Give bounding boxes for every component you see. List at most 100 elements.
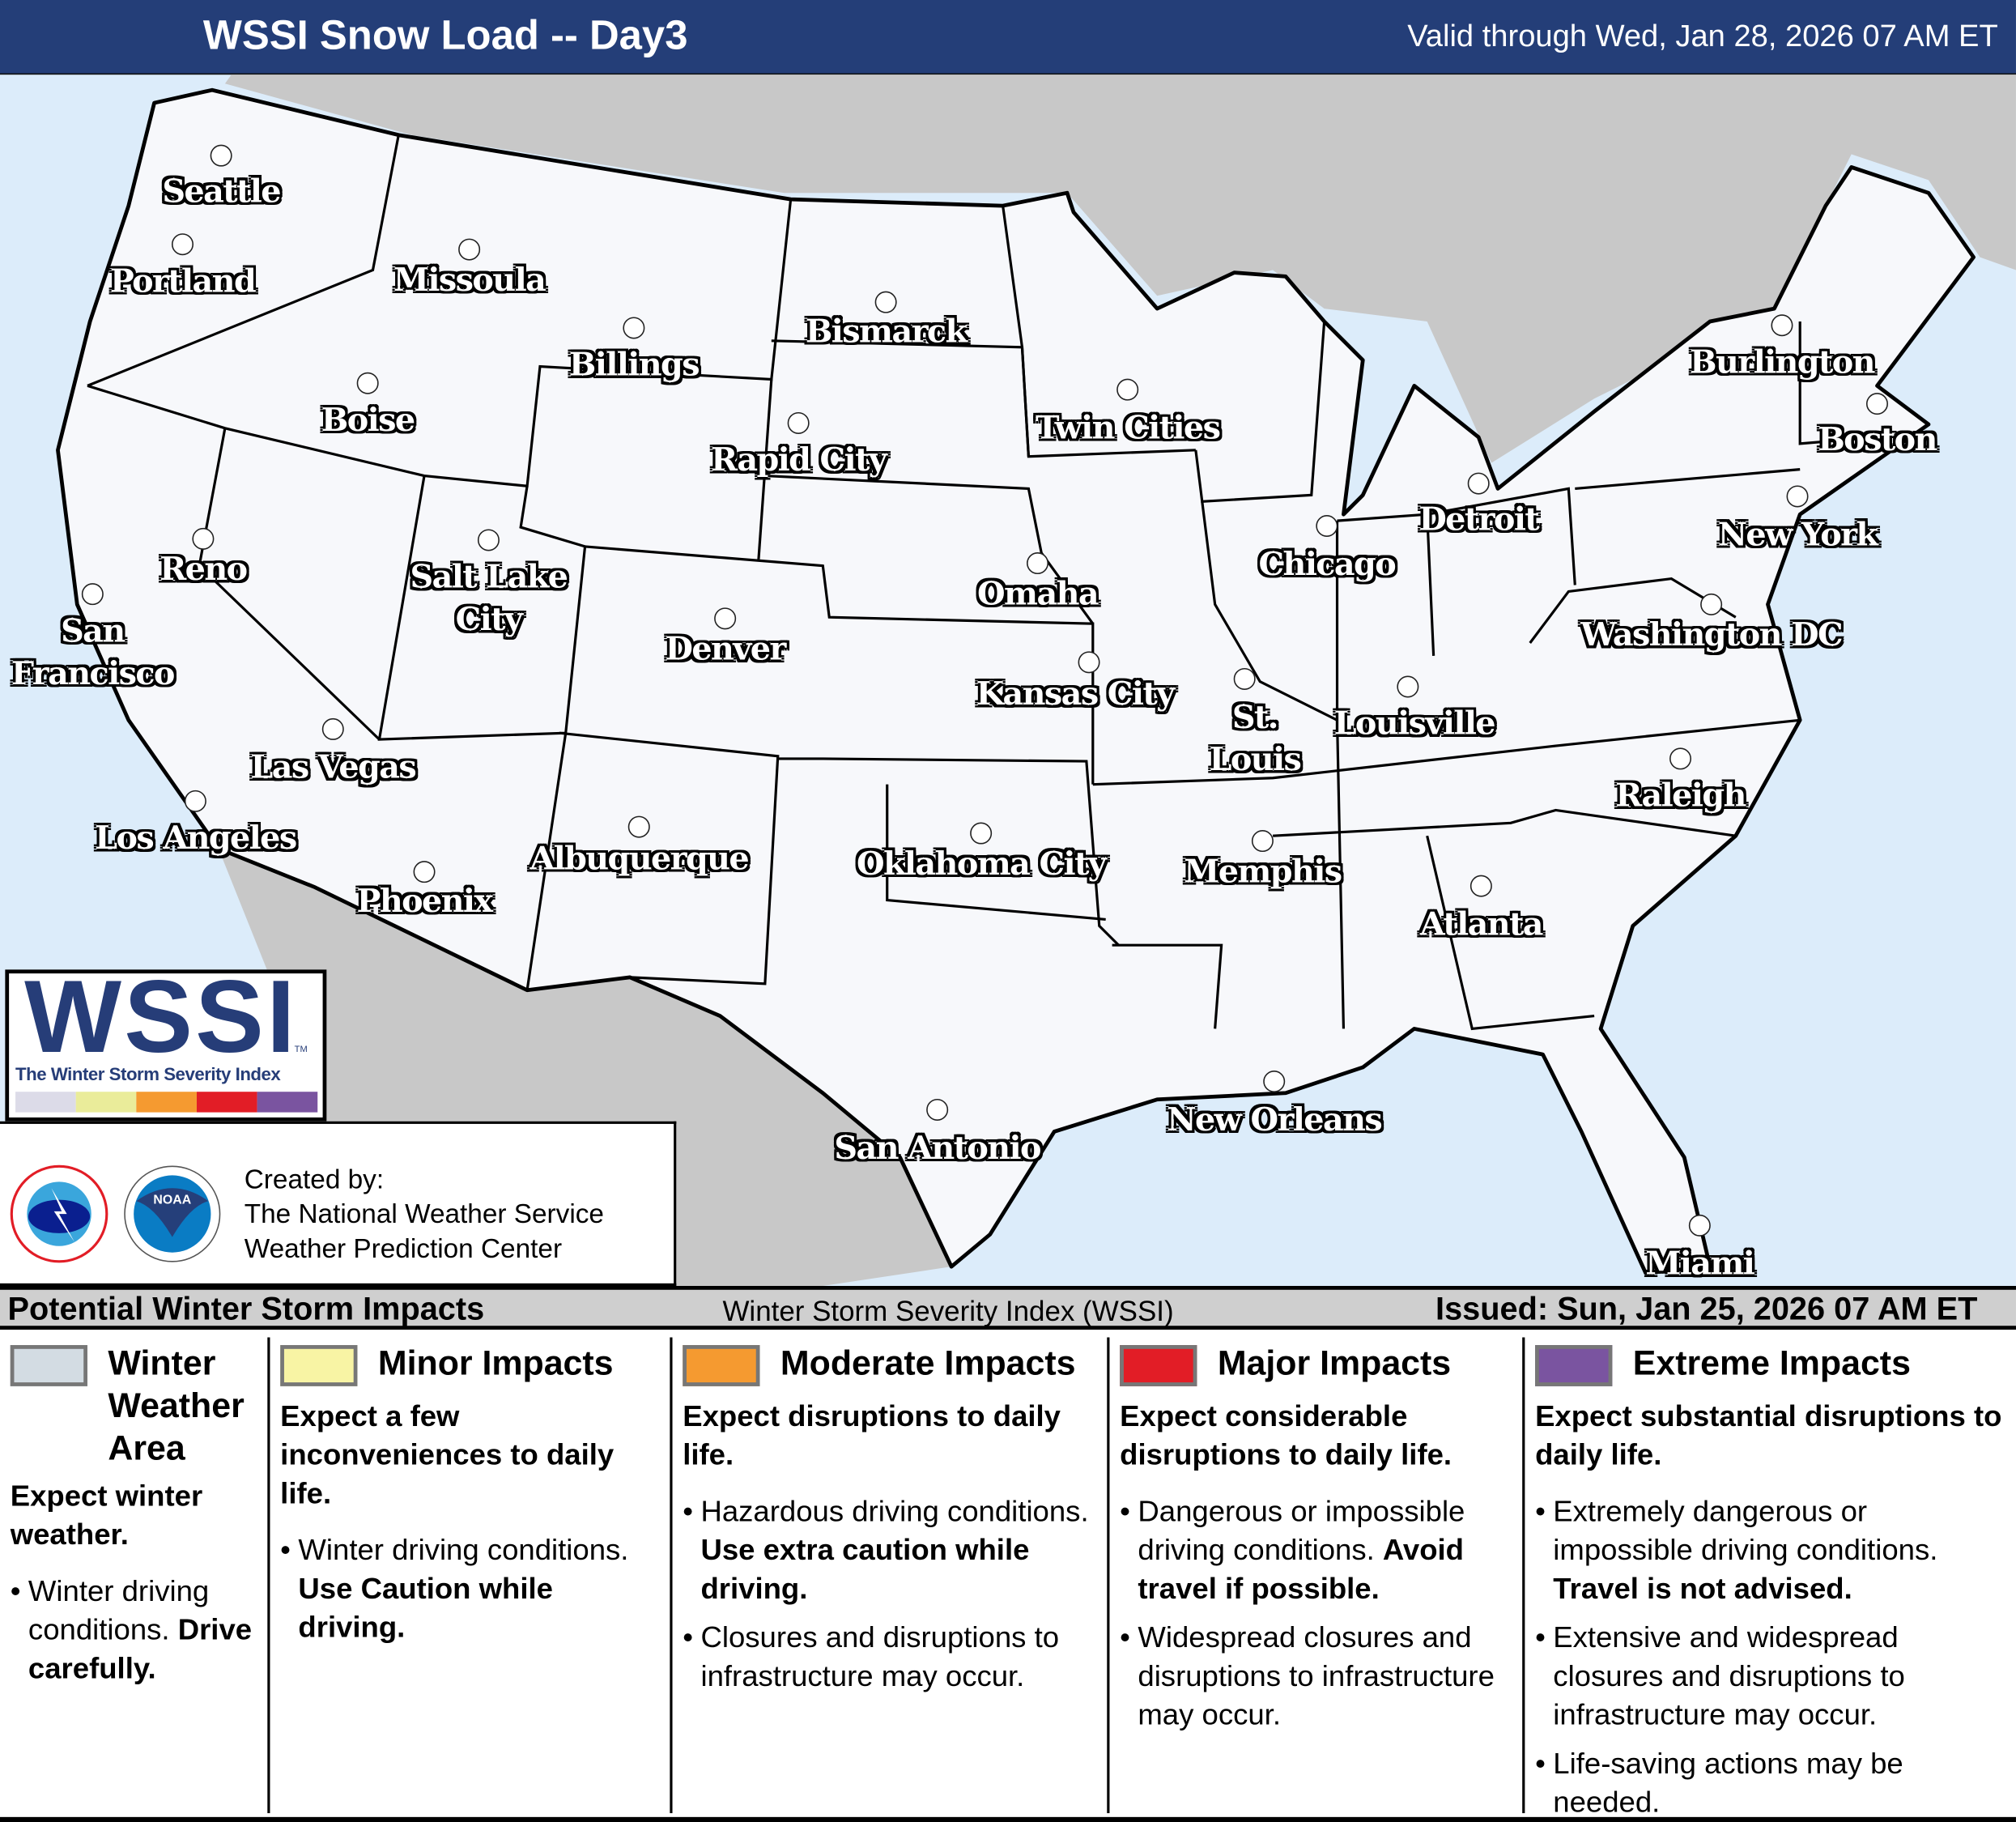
city-label: Bismarck bbox=[805, 312, 968, 350]
city-label: Detroit bbox=[1418, 500, 1539, 538]
credit-line: The National Weather Service bbox=[244, 1199, 604, 1230]
city-marker-icon bbox=[1116, 378, 1139, 401]
legend-header: Potential Winter Storm Impacts Winter St… bbox=[0, 1286, 2016, 1330]
map-canvas bbox=[0, 74, 2016, 1286]
column-divider bbox=[670, 1337, 673, 1814]
city-label: San Antonio bbox=[834, 1129, 1041, 1167]
city-label: San bbox=[61, 611, 125, 649]
legend-lead: Expect winter weather. bbox=[10, 1479, 203, 1552]
bullet-text: Closures and disruptions to infrastructu… bbox=[700, 1620, 1060, 1692]
legend-bullet: Widespread closures and disruptions to i… bbox=[1120, 1618, 1517, 1734]
legend-swatch bbox=[1535, 1345, 1613, 1386]
nws-logo-icon bbox=[10, 1164, 108, 1263]
city-marker-icon bbox=[1397, 675, 1419, 698]
bullet-text: Extensive and widespread closures and di… bbox=[1553, 1620, 1905, 1731]
wssi-color-bar bbox=[15, 1092, 318, 1113]
city-label: New Orleans bbox=[1167, 1100, 1382, 1139]
city-marker-icon bbox=[477, 529, 500, 551]
city-marker-icon bbox=[356, 372, 379, 394]
city-marker-icon bbox=[171, 233, 194, 256]
legend-bullet: Closures and disruptions to infrastructu… bbox=[683, 1618, 1102, 1695]
city-label: Memphis bbox=[1184, 852, 1342, 890]
city-label: Francisco bbox=[11, 654, 176, 692]
state-borders bbox=[87, 134, 1878, 1031]
city-label: Louisville bbox=[1333, 705, 1496, 743]
legend-title: Minor Impacts bbox=[377, 1343, 614, 1383]
bullet-text: Dangerous or impossible driving conditio… bbox=[1138, 1494, 1465, 1567]
city-marker-icon bbox=[714, 607, 737, 630]
legend-bullet: Life-saving actions may be needed. bbox=[1535, 1743, 2011, 1820]
map-title: WSSI Snow Load -- Day3 bbox=[202, 11, 688, 58]
city-marker-icon bbox=[1027, 552, 1049, 575]
city-label: New York bbox=[1717, 515, 1878, 553]
bullet-text: Life-saving actions may be needed. bbox=[1553, 1746, 1903, 1819]
bullet-emphasis: Use extra caution while driving. bbox=[700, 1532, 1030, 1605]
city-marker-icon bbox=[458, 238, 481, 261]
city-label: Portland bbox=[109, 262, 257, 300]
legend-swatch bbox=[10, 1345, 87, 1386]
legend-bullet: Dangerous or impossible driving conditio… bbox=[1120, 1492, 1517, 1607]
legend-bullet: Extensive and widespread closures and di… bbox=[1535, 1618, 2011, 1734]
legend-column-winter-weather: Winter Weather Area Expect winter weather… bbox=[0, 1338, 267, 1814]
city-marker-icon bbox=[1078, 651, 1100, 674]
color-swatch bbox=[136, 1092, 197, 1113]
legend-lead: Expect disruptions to daily life. bbox=[683, 1398, 1061, 1471]
legend-swatch bbox=[1120, 1345, 1197, 1386]
city-label: Boise bbox=[321, 401, 415, 439]
city-marker-icon bbox=[1771, 314, 1793, 337]
city-marker-icon bbox=[1233, 667, 1256, 690]
credit-line: Weather Prediction Center bbox=[244, 1234, 563, 1265]
legend-body: Expect considerable disruptions to daily… bbox=[1120, 1397, 1517, 1744]
city-marker-icon bbox=[1467, 472, 1490, 495]
city-marker-icon bbox=[627, 815, 650, 838]
city-label: Omaha bbox=[977, 574, 1099, 612]
bullet-text: Hazardous driving conditions. bbox=[700, 1494, 1089, 1528]
city-label: Kansas City bbox=[976, 675, 1176, 713]
legend-column-major: Major Impacts Expect considerable disrupt… bbox=[1109, 1338, 1522, 1814]
svg-text:NOAA: NOAA bbox=[153, 1193, 191, 1207]
city-label: St. bbox=[1231, 698, 1279, 736]
legend-lead: Expect substantial disruptions to daily … bbox=[1535, 1398, 2002, 1471]
city-label: Salt Lake bbox=[410, 558, 568, 596]
city-marker-icon bbox=[1700, 593, 1723, 615]
city-marker-icon bbox=[874, 291, 897, 313]
wssi-logo: WSSI TM The Winter Storm Severity Index bbox=[5, 969, 327, 1122]
valid-through: Valid through Wed, Jan 28, 2026 07 AM ET bbox=[1407, 19, 1998, 54]
city-label: Boston bbox=[1818, 420, 1937, 458]
city-marker-icon bbox=[413, 861, 436, 883]
legend-column-minor: Minor Impacts Expect a few inconveniences… bbox=[270, 1338, 670, 1814]
bullet-text: Winter driving conditions. bbox=[28, 1573, 210, 1646]
city-marker-icon bbox=[1251, 830, 1274, 853]
wssi-logo-subtitle: The Winter Storm Severity Index bbox=[15, 1063, 281, 1084]
city-marker-icon bbox=[787, 411, 810, 434]
city-label: Rapid City bbox=[711, 441, 887, 479]
color-swatch bbox=[15, 1092, 76, 1113]
city-marker-icon bbox=[1865, 393, 1888, 415]
bullet-emphasis: Travel is not advised. bbox=[1553, 1571, 1852, 1605]
legend-title: Winter Weather Area bbox=[108, 1343, 245, 1467]
legend-title: Moderate Impacts bbox=[780, 1343, 1076, 1383]
city-label: Las Vegas bbox=[250, 748, 416, 786]
title-bar: WSSI Snow Load -- Day3 Valid through Wed… bbox=[0, 0, 2016, 76]
issued-time: Issued: Sun, Jan 25, 2026 07 AM ET bbox=[1435, 1291, 1978, 1327]
city-marker-icon bbox=[1786, 485, 1809, 508]
wssi-logo-word: WSSI bbox=[24, 969, 298, 1074]
city-label: Albuquerque bbox=[530, 839, 749, 878]
canada-land bbox=[224, 74, 2016, 463]
city-label: Louis bbox=[1209, 740, 1302, 778]
city-label: Denver bbox=[665, 630, 786, 668]
bullet-emphasis: Use Caution while driving. bbox=[298, 1571, 553, 1644]
city-marker-icon bbox=[192, 527, 215, 550]
bullet-emphasis: Avoid travel if possible. bbox=[1138, 1532, 1465, 1605]
legend-swatch bbox=[280, 1345, 358, 1386]
legend-bullet: Hazardous driving conditions. Use extra … bbox=[683, 1492, 1102, 1607]
bottom-border bbox=[0, 1816, 2016, 1822]
trademark: TM bbox=[294, 1045, 308, 1055]
city-label: City bbox=[455, 600, 523, 638]
bullet-emphasis: Drive carefully. bbox=[28, 1612, 253, 1685]
city-marker-icon bbox=[1316, 514, 1338, 537]
legend-column-extreme: Extreme Impacts Expect substantial disrup… bbox=[1525, 1338, 2016, 1818]
credit-text: Created by: The National Weather Service… bbox=[245, 1163, 604, 1267]
city-label: Washington DC bbox=[1580, 615, 1843, 653]
legend-body: Expect substantial disruptions to daily … bbox=[1535, 1397, 2011, 1822]
